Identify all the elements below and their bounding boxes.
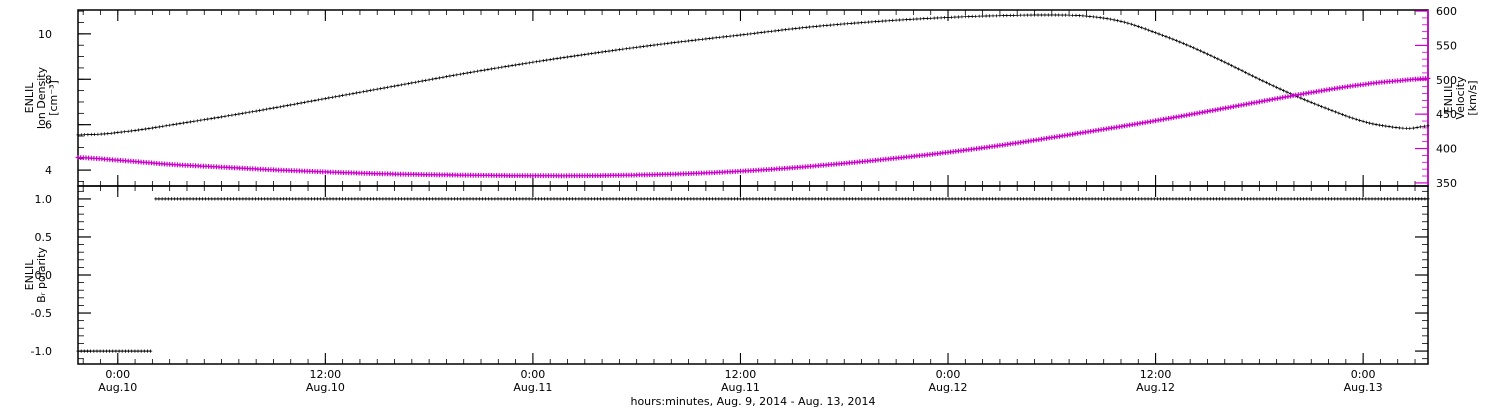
axis-title-line: Bᵣ polarity xyxy=(35,247,48,303)
axis-title-line: [km/s] xyxy=(1466,80,1479,115)
axis-title-line: Velocity xyxy=(1454,76,1467,120)
x-tick-date-label: Aug.13 xyxy=(1344,381,1383,394)
y-tick-label: 0.0 xyxy=(35,269,53,282)
y-tick-label: 1.0 xyxy=(35,193,53,206)
x-tick-date-label: Aug.11 xyxy=(721,381,760,394)
axis-title-line: ENLIL xyxy=(23,259,36,291)
x-tick-date-label: Aug.10 xyxy=(98,381,137,394)
x-tick-date-label: Aug.12 xyxy=(929,381,968,394)
panel-frame xyxy=(77,9,1429,187)
y-tick-label: 350 xyxy=(1436,177,1457,190)
x-tick-time-label: 12:00 xyxy=(725,368,757,381)
panel-frame xyxy=(77,185,1429,365)
x-tick-time-label: 0:00 xyxy=(1351,368,1376,381)
y-tick-label: 6 xyxy=(45,119,52,132)
series-br-positive-markers xyxy=(154,197,1430,201)
y-tick-label: -0.5 xyxy=(31,307,52,320)
y-tick-label: 400 xyxy=(1436,143,1457,156)
series-br-negative-markers xyxy=(76,349,153,353)
x-tick-time-label: 0:00 xyxy=(521,368,546,381)
y-tick-label: 500 xyxy=(1436,74,1457,87)
y-tick-label: 600 xyxy=(1436,5,1457,18)
y-tick-label: 550 xyxy=(1436,39,1457,52)
series-velocity-markers xyxy=(75,76,1431,179)
y-tick-label: 8 xyxy=(45,73,52,86)
series-ion-density-markers xyxy=(76,13,1430,137)
x-tick-date-label: Aug.10 xyxy=(306,381,345,394)
axis-title-line: ENLIL xyxy=(23,82,36,114)
x-tick-time-label: 0:00 xyxy=(936,368,961,381)
axis-title-line: Ion Density xyxy=(35,66,48,129)
y-tick-label: 0.5 xyxy=(35,231,53,244)
y-tick-label: -1.0 xyxy=(31,345,52,358)
y-tick-label: 4 xyxy=(45,164,52,177)
series-ion-density-line xyxy=(77,14,1429,136)
x-tick-date-label: Aug.11 xyxy=(513,381,552,394)
x-tick-time-label: 12:00 xyxy=(1140,368,1172,381)
y-tick-label: 10 xyxy=(38,28,52,41)
axis-title-line: ENLIL xyxy=(1442,82,1455,114)
y-tick-label: 450 xyxy=(1436,108,1457,121)
x-axis-label: hours:minutes, Aug. 9, 2014 - Aug. 13, 2… xyxy=(630,395,875,408)
x-tick-time-label: 12:00 xyxy=(309,368,341,381)
x-tick-time-label: 0:00 xyxy=(105,368,130,381)
panel-br-polarity: 1.0 0.5 0.0 -0.5 -1.0 ENLIL Bᵣ polarity xyxy=(23,185,1430,365)
x-tick-date-label: Aug.12 xyxy=(1136,381,1175,394)
axis-title-line: [cm⁻³] xyxy=(47,80,60,116)
series-velocity-line xyxy=(77,77,1429,177)
